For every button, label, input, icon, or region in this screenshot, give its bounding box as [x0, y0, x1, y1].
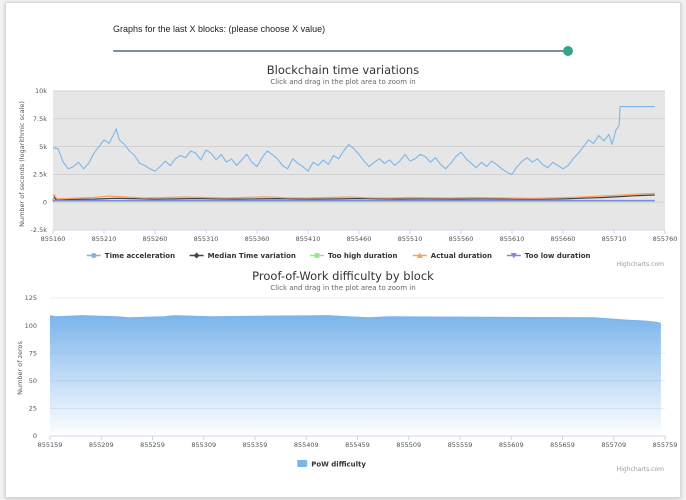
time-variations-chart[interactable]: -2.5k 0 2.5k 5k 7.5k 10k 855160 855210 855260 85… [18, 63, 677, 268]
legend-item-pow-difficulty[interactable]: PoW difficulty [297, 460, 366, 469]
pow-difficulty-y-tick-label: 125 [25, 294, 37, 302]
time-variations-x-tick-label: 855360 [245, 235, 270, 243]
series-area-pow-difficulty[interactable] [50, 315, 661, 436]
time-variations-y-tick-label: 0 [43, 198, 47, 206]
time-variations-plot-area[interactable] [53, 91, 665, 230]
time-variations-subtitle: Click and drag in the plot area to zoom … [270, 78, 415, 86]
time-variations-x-tick-label: 855560 [449, 235, 474, 243]
pow-difficulty-title: Proof-of-Work difficulty by block [252, 269, 434, 283]
legend-label: Median Time variation [208, 252, 296, 260]
pow-difficulty-x-tick-label: 855359 [243, 441, 268, 449]
series-line-time-acceleration[interactable] [52, 106, 655, 175]
legend-label: Too low duration [525, 252, 591, 260]
legend-marker-icon [193, 252, 200, 259]
time-variations-y-tick-label: 2.5k [33, 171, 47, 179]
time-variations-x-tick-label: 855460 [347, 235, 372, 243]
pow-difficulty-x-tick-label: 855559 [448, 441, 473, 449]
time-variations-x-tick-label: 855160 [41, 235, 66, 243]
pow-difficulty-x-tick-label: 855209 [89, 441, 114, 449]
pow-difficulty-x-tick-label: 855509 [396, 441, 421, 449]
pow-difficulty-x-tick-label: 855459 [345, 441, 370, 449]
time-variations-x-tick-label: 855760 [653, 235, 678, 243]
legend-item-time-acceleration[interactable]: Time acceleration [86, 252, 175, 260]
time-variations-credit[interactable]: Highcharts.com [617, 261, 664, 268]
time-variations-x-tick-label: 855410 [296, 235, 321, 243]
time-variations-x-tick-label: 855310 [194, 235, 219, 243]
pow-difficulty-chart[interactable]: 0 25 50 75 100 125 855159 855209 855259 855309 85… [16, 269, 677, 473]
time-variations-y-tick-label: -2.5k [31, 226, 48, 234]
time-variations-y-axis-label: Number of seconds (logarithmic scale) [18, 101, 26, 227]
pow-difficulty-subtitle: Click and drag in the plot area to zoom … [270, 284, 415, 292]
time-variations-y-tick-label: 5k [39, 143, 47, 151]
time-variations-x-tick-label: 855210 [92, 235, 117, 243]
time-variations-x-tick-label: 855710 [602, 235, 627, 243]
time-variations-y-tick-label: 7.5k [33, 115, 47, 123]
pow-difficulty-x-tick-label: 855409 [294, 441, 319, 449]
pow-difficulty-x-tick-label: 855609 [499, 441, 524, 449]
legend-item-median-time-variation[interactable]: Median Time variation [189, 252, 296, 260]
series-line-actual-duration[interactable] [52, 192, 655, 203]
pow-difficulty-y-tick-label: 0 [33, 432, 37, 440]
time-variations-x-tick-label: 855260 [143, 235, 168, 243]
pow-difficulty-x-tick-label: 855309 [191, 441, 216, 449]
legend-marker-icon [510, 253, 517, 259]
pow-difficulty-credit[interactable]: Highcharts.com [617, 466, 664, 473]
legend-label: PoW difficulty [311, 461, 366, 469]
legend-label: Actual duration [431, 252, 492, 260]
time-variations-x-tick-label: 855610 [500, 235, 525, 243]
pow-difficulty-y-tick-label: 100 [25, 322, 37, 330]
legend-marker-icon [314, 253, 320, 258]
time-variations-x-tick-label: 855510 [398, 235, 423, 243]
pow-difficulty-x-tick-label: 855159 [38, 441, 63, 449]
pow-difficulty-y-axis-label: Number of zeros [16, 340, 24, 394]
time-variations-title: Blockchain time variations [267, 63, 419, 77]
legend-label: Too high duration [328, 252, 397, 260]
pow-difficulty-y-tick-label: 50 [29, 377, 37, 385]
pow-difficulty-x-tick-label: 855659 [550, 441, 575, 449]
block-count-slider-handle[interactable] [563, 46, 573, 56]
slider-label: Graphs for the last X blocks: (please ch… [113, 24, 326, 34]
block-count-slider-track[interactable] [113, 50, 568, 52]
legend-marker-icon [297, 460, 308, 467]
pow-difficulty-x-tick-label: 855259 [140, 441, 165, 449]
legend-marker-icon [416, 252, 423, 258]
pow-difficulty-x-tick-label: 855759 [653, 441, 678, 449]
pow-difficulty-x-tick-label: 855709 [601, 441, 626, 449]
legend-item-too-high-duration[interactable]: Too high duration [310, 252, 397, 260]
series-line-median-time-variation[interactable] [52, 194, 655, 202]
legend-item-actual-duration[interactable]: Actual duration [412, 252, 492, 260]
pow-difficulty-y-tick-label: 25 [29, 405, 37, 413]
time-variations-x-tick-label: 855660 [551, 235, 576, 243]
legend-label: Time acceleration [105, 252, 175, 260]
pow-difficulty-y-tick-label: 75 [29, 349, 37, 357]
series-line-pow-difficulty[interactable] [49, 315, 662, 324]
time-variations-y-tick-label: 10k [35, 87, 47, 95]
legend-item-too-low-duration[interactable]: Too low duration [506, 252, 591, 260]
legend-marker-icon [91, 252, 97, 259]
